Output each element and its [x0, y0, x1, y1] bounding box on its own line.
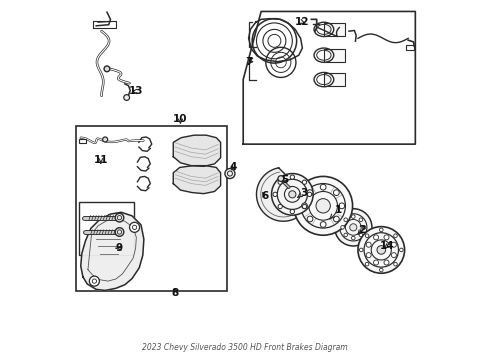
- Bar: [79, 139, 86, 143]
- Text: 10: 10: [173, 114, 188, 124]
- Circle shape: [89, 276, 99, 286]
- Circle shape: [365, 234, 369, 238]
- Text: 7: 7: [245, 57, 253, 67]
- Circle shape: [294, 176, 353, 235]
- Text: 4: 4: [230, 162, 237, 172]
- Bar: [324, 23, 345, 36]
- Text: 8: 8: [172, 288, 179, 298]
- Polygon shape: [173, 166, 220, 194]
- Circle shape: [341, 226, 344, 229]
- Circle shape: [316, 199, 330, 213]
- Text: 2: 2: [358, 225, 365, 235]
- Circle shape: [334, 190, 339, 195]
- Circle shape: [320, 184, 326, 190]
- Bar: [406, 45, 414, 50]
- Bar: [76, 126, 227, 291]
- Circle shape: [124, 95, 129, 100]
- Circle shape: [379, 228, 383, 231]
- Bar: [78, 202, 134, 255]
- Circle shape: [379, 268, 383, 272]
- Circle shape: [307, 190, 313, 195]
- Circle shape: [384, 260, 389, 265]
- Circle shape: [302, 180, 307, 184]
- Circle shape: [278, 204, 282, 209]
- Circle shape: [359, 233, 363, 237]
- Circle shape: [104, 66, 110, 72]
- Text: 12: 12: [295, 17, 310, 27]
- Circle shape: [289, 191, 296, 198]
- Text: 2023 Chevy Silverado 3500 HD Front Brakes Diagram: 2023 Chevy Silverado 3500 HD Front Brake…: [142, 343, 348, 352]
- Circle shape: [278, 176, 284, 181]
- Text: 1: 1: [330, 206, 342, 219]
- Circle shape: [399, 248, 403, 252]
- Text: 14: 14: [379, 241, 394, 251]
- Polygon shape: [81, 212, 144, 291]
- Circle shape: [344, 233, 347, 237]
- Text: 5: 5: [281, 175, 288, 185]
- Circle shape: [129, 222, 140, 232]
- Bar: [324, 49, 345, 62]
- Circle shape: [392, 242, 396, 247]
- Circle shape: [384, 235, 389, 240]
- Circle shape: [365, 262, 369, 266]
- Circle shape: [339, 203, 344, 209]
- Circle shape: [358, 226, 405, 273]
- Circle shape: [351, 236, 355, 240]
- Circle shape: [290, 175, 294, 179]
- Circle shape: [115, 228, 124, 236]
- Circle shape: [335, 209, 372, 246]
- Circle shape: [302, 203, 307, 209]
- Circle shape: [373, 235, 379, 240]
- Circle shape: [307, 216, 313, 222]
- Polygon shape: [173, 135, 220, 166]
- Polygon shape: [256, 168, 310, 221]
- Circle shape: [278, 180, 282, 184]
- Circle shape: [359, 248, 363, 252]
- Circle shape: [334, 216, 339, 222]
- Circle shape: [366, 253, 371, 258]
- Circle shape: [393, 262, 397, 266]
- Circle shape: [307, 192, 312, 197]
- Circle shape: [359, 218, 363, 221]
- Circle shape: [350, 224, 357, 231]
- Circle shape: [102, 137, 108, 142]
- Circle shape: [373, 260, 379, 265]
- Text: 9: 9: [115, 243, 122, 253]
- Circle shape: [351, 215, 355, 219]
- Circle shape: [362, 226, 366, 229]
- Circle shape: [377, 246, 386, 254]
- Text: 11: 11: [94, 155, 108, 165]
- Circle shape: [271, 174, 313, 215]
- Circle shape: [115, 213, 124, 222]
- Text: 6: 6: [261, 191, 269, 201]
- Circle shape: [273, 192, 277, 197]
- Bar: [324, 73, 345, 86]
- Circle shape: [393, 234, 397, 238]
- Circle shape: [290, 210, 294, 214]
- Circle shape: [392, 253, 396, 258]
- Text: 3: 3: [297, 188, 308, 198]
- Text: 13: 13: [129, 86, 144, 96]
- Circle shape: [225, 168, 235, 179]
- Circle shape: [302, 204, 307, 209]
- Circle shape: [344, 218, 347, 221]
- Circle shape: [320, 222, 326, 227]
- Circle shape: [366, 242, 371, 247]
